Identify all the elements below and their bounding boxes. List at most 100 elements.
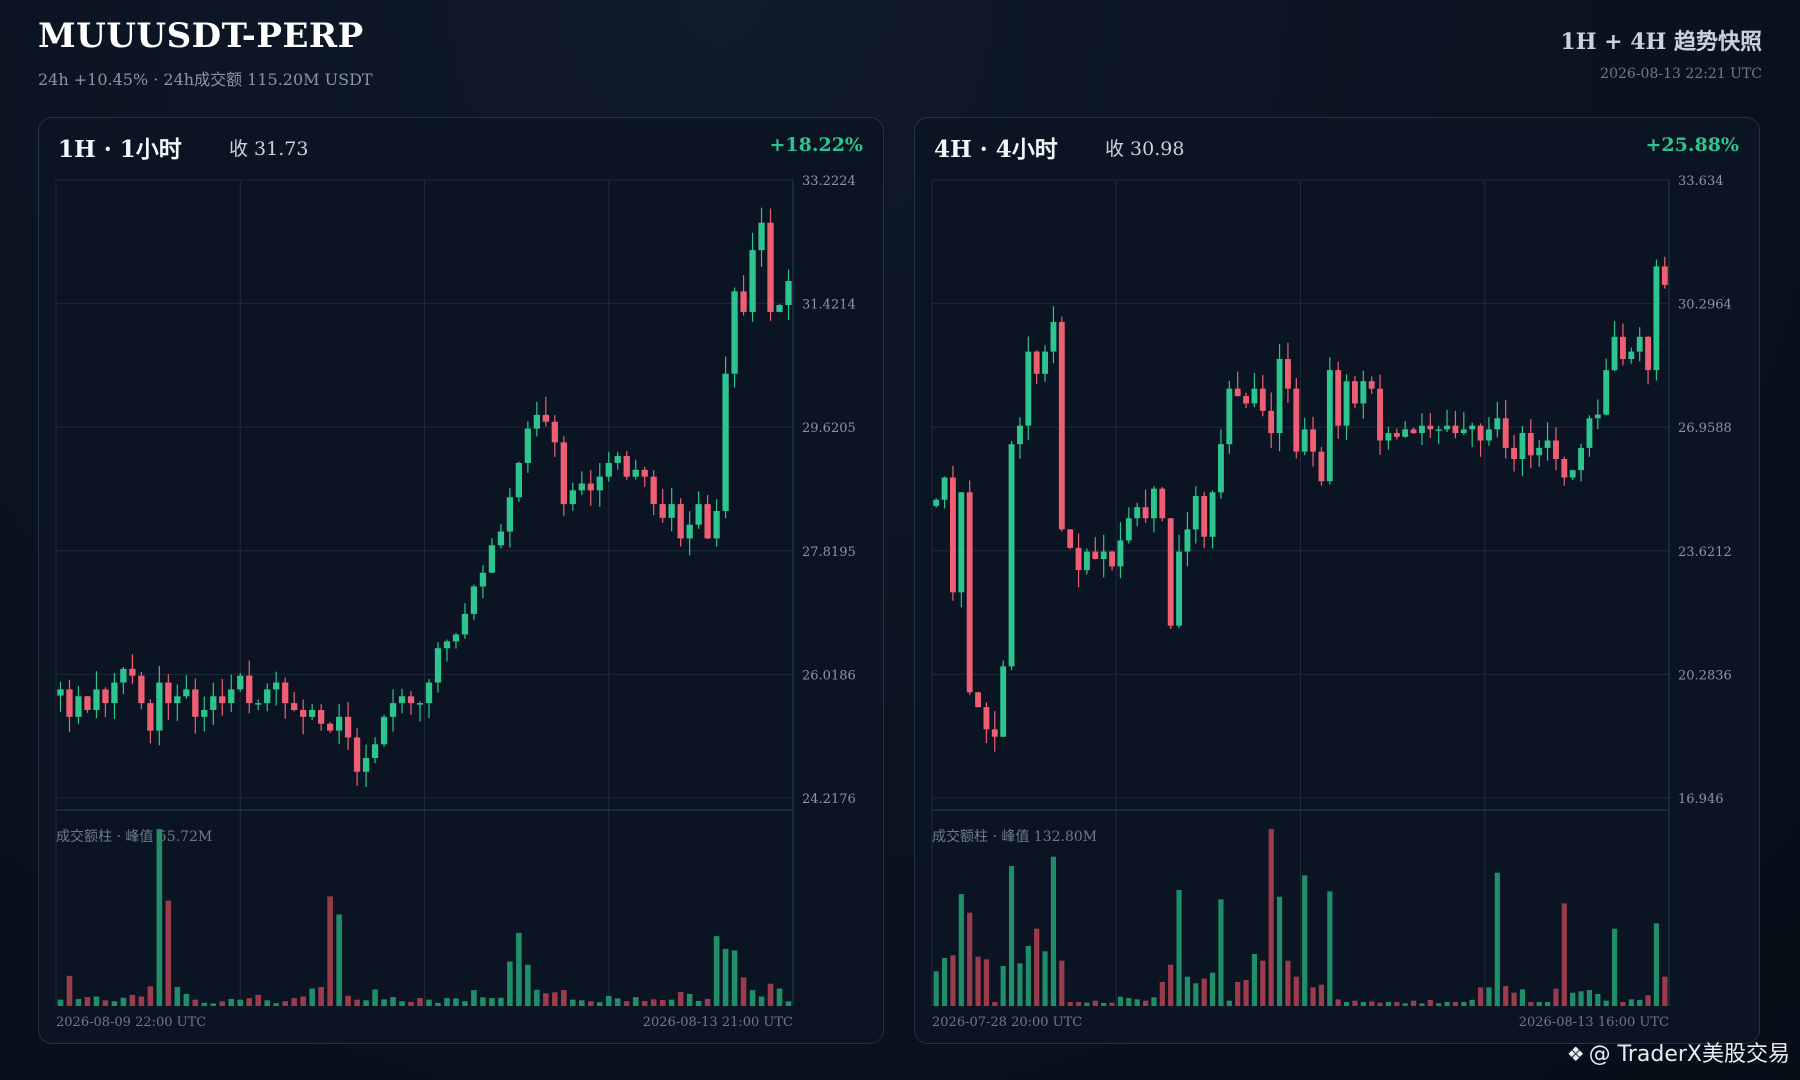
volume-bar xyxy=(941,958,948,1006)
y-tick-label: 16.946 xyxy=(1678,792,1724,807)
candle-body xyxy=(282,682,289,704)
volume-bar xyxy=(192,999,199,1006)
candle-body xyxy=(84,696,91,710)
volume-bar xyxy=(1595,994,1601,1006)
volume-bar xyxy=(201,1002,208,1006)
candle-body xyxy=(1084,551,1090,571)
candle-body xyxy=(542,414,549,422)
volume-bar xyxy=(1419,1003,1425,1006)
y-tick-label: 33.634 xyxy=(1678,174,1724,189)
volume-bar xyxy=(1603,1000,1609,1006)
volume-bar xyxy=(1586,990,1593,1006)
candle-body xyxy=(1393,433,1400,437)
candle-body xyxy=(641,469,648,477)
volume-bar xyxy=(1285,960,1291,1006)
candle-body xyxy=(1243,396,1249,404)
volume-bar xyxy=(1251,954,1258,1006)
candle-body xyxy=(380,716,388,745)
volume-bar xyxy=(390,997,396,1006)
volume-bar xyxy=(1335,999,1341,1006)
candle-body xyxy=(1318,451,1325,482)
volume-bar xyxy=(668,999,675,1006)
volume-bar xyxy=(534,989,540,1006)
volume-bar xyxy=(1000,966,1006,1006)
chart-panel-4h: 33.634 30.2964 26.9588 23.6212 20.2836 16.946… xyxy=(914,117,1760,1044)
candle-body xyxy=(596,476,603,491)
volume-bar xyxy=(1168,964,1174,1006)
volume-bar xyxy=(1662,976,1668,1006)
y-tick-label: 33.2224 xyxy=(802,174,856,189)
candle-body xyxy=(147,703,154,731)
candle-body xyxy=(983,707,990,730)
volume-bar xyxy=(1637,1000,1643,1006)
volume-bar xyxy=(408,1001,414,1006)
volume-bar xyxy=(282,1001,288,1006)
candle-body xyxy=(183,689,190,697)
volume-bar xyxy=(138,996,145,1006)
volume-bar xyxy=(219,1001,226,1006)
candle-body xyxy=(785,281,792,306)
chart-1h-svg: 33.2224 31.4214 29.6205 27.8195 26.0186 24.21… xyxy=(55,174,856,1030)
volume-bar xyxy=(1084,1002,1090,1006)
volume-bar xyxy=(102,1000,109,1006)
volume-bar xyxy=(273,1003,279,1006)
candle-body xyxy=(1042,351,1048,374)
candle-body xyxy=(1276,359,1283,434)
candle-body xyxy=(416,703,424,705)
volume-bar xyxy=(1402,1003,1408,1006)
candle-body xyxy=(722,373,729,511)
candle-body xyxy=(605,462,612,477)
volume-bar xyxy=(704,999,711,1006)
volume-bar xyxy=(426,999,432,1006)
volume-bar xyxy=(246,998,253,1006)
volume-bar xyxy=(967,912,973,1006)
volume-bar xyxy=(1385,1002,1392,1006)
candle-body xyxy=(1645,336,1651,371)
candle-body xyxy=(1594,414,1601,419)
volume-bar xyxy=(1410,1000,1417,1006)
volume-bar xyxy=(1461,1002,1467,1006)
volume-bar xyxy=(1561,903,1567,1006)
volume-bar xyxy=(93,996,100,1006)
volume-label: 成交额柱 · 峰值 132.80M xyxy=(932,828,1097,845)
volume-bar xyxy=(1193,983,1199,1006)
candle-body xyxy=(1226,388,1233,445)
volume-bar xyxy=(1059,960,1065,1006)
candle-body xyxy=(389,703,397,717)
y-tick-label: 23.6212 xyxy=(1678,545,1732,560)
candle-body xyxy=(470,586,478,614)
candle-body xyxy=(398,696,406,704)
candle-body xyxy=(1511,447,1517,460)
volume-bar xyxy=(1394,1002,1400,1006)
volume-bar xyxy=(75,999,82,1006)
candle-body xyxy=(1561,459,1568,478)
volume-bar xyxy=(1452,1002,1459,1006)
candle-body xyxy=(731,291,738,374)
volume-bar xyxy=(399,1001,405,1006)
candle-body xyxy=(695,504,702,525)
y-tick-label: 26.9588 xyxy=(1678,421,1732,436)
candle-body xyxy=(1151,488,1157,519)
volume-bar xyxy=(1201,978,1207,1006)
volume-bar xyxy=(1536,1002,1542,1006)
close-price: 收 31.73 xyxy=(229,138,309,160)
candle-body xyxy=(488,545,496,573)
candle-body xyxy=(776,305,783,312)
candle-body xyxy=(1184,529,1191,552)
candle-body xyxy=(1435,429,1442,431)
candle-body xyxy=(1603,370,1610,415)
candle-body xyxy=(353,737,361,772)
volume-bar xyxy=(650,999,657,1006)
candle-body xyxy=(1368,381,1375,389)
volume-bar xyxy=(1226,1000,1232,1006)
change-percent: +18.22% xyxy=(769,134,863,156)
volume-bar xyxy=(740,977,747,1006)
volume-bar xyxy=(336,914,342,1006)
volume-bar xyxy=(933,971,939,1006)
y-tick-label: 29.6205 xyxy=(802,421,856,436)
candle-body xyxy=(1285,359,1291,389)
candle-body xyxy=(587,483,594,491)
volume-bar xyxy=(1628,999,1634,1006)
x-end-label: 2026-08-13 16:00 UTC xyxy=(1519,1015,1669,1030)
volume-bar xyxy=(543,993,549,1006)
